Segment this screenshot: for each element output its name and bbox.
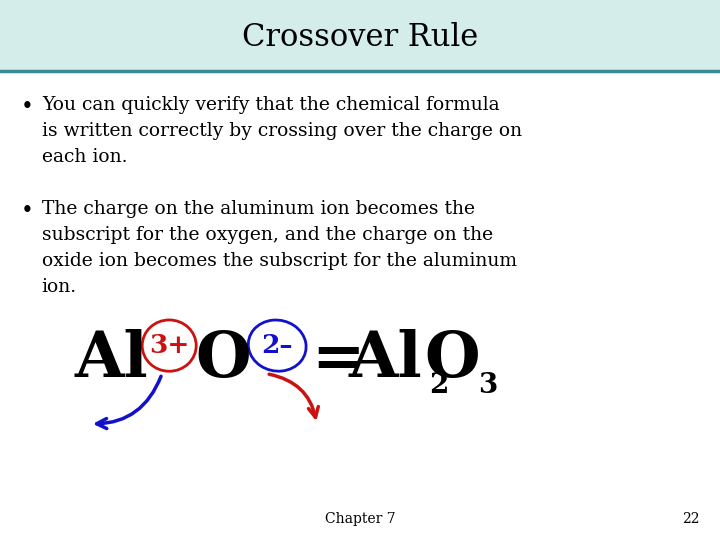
Text: •: •: [21, 96, 34, 118]
Text: O: O: [424, 329, 480, 389]
FancyBboxPatch shape: [0, 0, 720, 71]
Text: 3: 3: [479, 372, 498, 399]
Text: subscript for the oxygen, and the charge on the: subscript for the oxygen, and the charge…: [42, 226, 493, 244]
Text: 3+: 3+: [149, 333, 189, 358]
Text: Chapter 7: Chapter 7: [325, 512, 395, 526]
Text: Crossover Rule: Crossover Rule: [242, 22, 478, 53]
Text: 22: 22: [683, 512, 700, 526]
Text: O: O: [195, 329, 251, 389]
Text: 2: 2: [430, 372, 449, 399]
Text: Al: Al: [348, 329, 422, 389]
Text: •: •: [21, 200, 34, 222]
Text: each ion.: each ion.: [42, 148, 127, 166]
Text: oxide ion becomes the subscript for the aluminum: oxide ion becomes the subscript for the …: [42, 252, 517, 269]
Text: Al: Al: [75, 329, 148, 389]
Text: is written correctly by crossing over the charge on: is written correctly by crossing over th…: [42, 122, 522, 140]
Text: You can quickly verify that the chemical formula: You can quickly verify that the chemical…: [42, 96, 500, 114]
Text: 2–: 2–: [261, 333, 293, 358]
Text: ion.: ion.: [42, 278, 77, 295]
Text: =: =: [312, 329, 365, 389]
Text: The charge on the aluminum ion becomes the: The charge on the aluminum ion becomes t…: [42, 200, 474, 218]
